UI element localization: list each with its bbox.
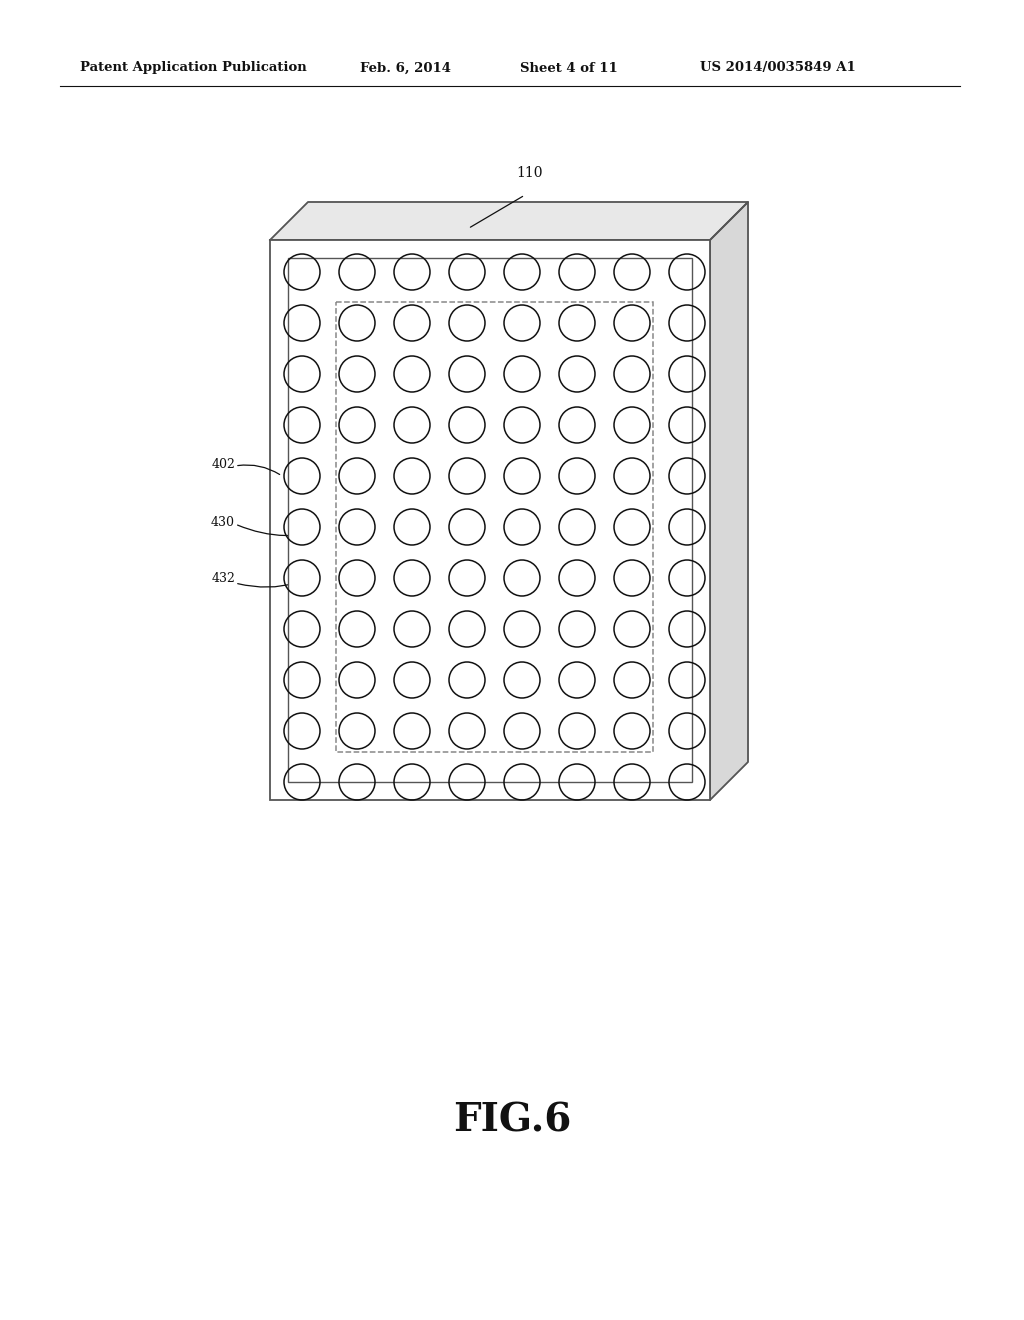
Bar [288, 257, 692, 781]
Text: FIG.6: FIG.6 [453, 1101, 571, 1139]
Polygon shape [270, 202, 748, 240]
Polygon shape [710, 202, 748, 800]
Text: Feb. 6, 2014: Feb. 6, 2014 [360, 62, 451, 74]
Text: 430: 430 [211, 516, 234, 528]
Text: Sheet 4 of 11: Sheet 4 of 11 [520, 62, 617, 74]
Text: 110: 110 [517, 166, 544, 180]
Bar [270, 240, 710, 800]
Text: US 2014/0035849 A1: US 2014/0035849 A1 [700, 62, 856, 74]
Text: Patent Application Publication: Patent Application Publication [80, 62, 307, 74]
Bar [336, 302, 653, 752]
Text: 402: 402 [211, 458, 234, 470]
Text: 432: 432 [211, 572, 234, 585]
